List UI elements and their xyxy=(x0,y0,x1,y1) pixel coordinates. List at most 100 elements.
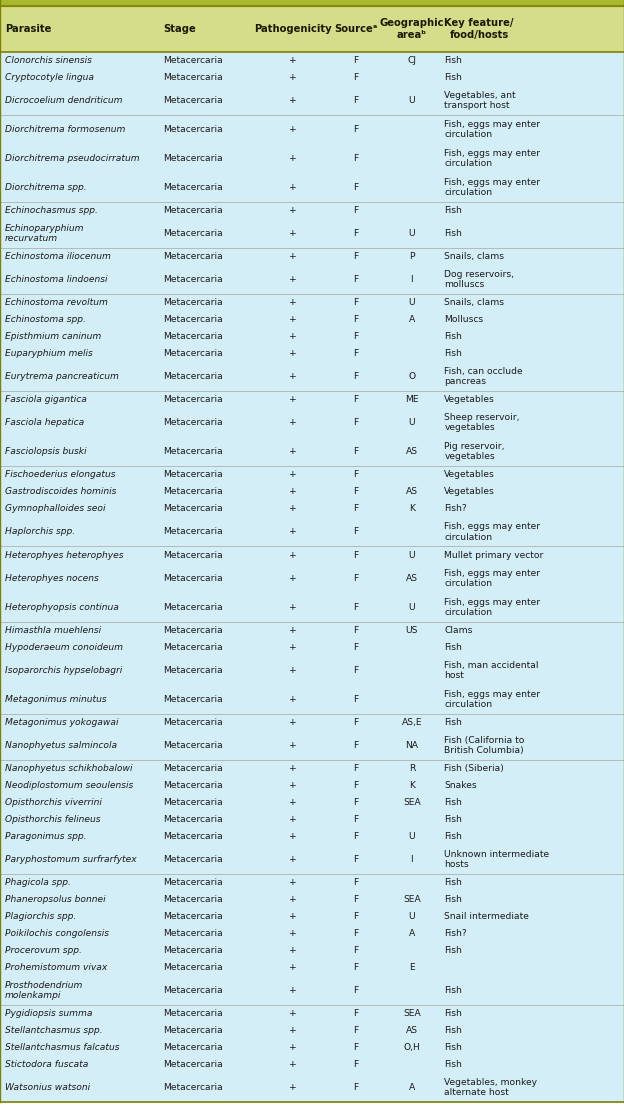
Text: I: I xyxy=(411,855,413,864)
Text: Metacercaria: Metacercaria xyxy=(163,763,223,772)
Text: Metacercaria: Metacercaria xyxy=(163,855,223,864)
Text: F: F xyxy=(353,878,358,888)
Text: Vegetables: Vegetables xyxy=(444,471,495,480)
Text: Metacercaria: Metacercaria xyxy=(163,930,223,938)
Bar xyxy=(0,517,624,546)
Text: Mullet primary vector: Mullet primary vector xyxy=(444,551,544,560)
Text: F: F xyxy=(353,912,358,921)
Text: AS: AS xyxy=(406,488,418,496)
Text: +: + xyxy=(290,963,297,972)
Text: Fish: Fish xyxy=(444,332,462,341)
Text: U: U xyxy=(409,419,415,428)
Bar xyxy=(0,294,624,311)
Text: Metacercaria: Metacercaria xyxy=(163,574,223,583)
Text: Dicrocoelium dendriticum: Dicrocoelium dendriticum xyxy=(5,95,122,105)
Bar xyxy=(0,7,624,52)
Text: Metacercaria: Metacercaria xyxy=(163,551,223,560)
Bar xyxy=(0,760,624,777)
Text: Metacercaria: Metacercaria xyxy=(163,154,223,163)
Bar xyxy=(0,408,624,438)
Text: Metacercaria: Metacercaria xyxy=(163,946,223,955)
Text: F: F xyxy=(353,229,358,238)
Text: F: F xyxy=(353,349,358,358)
Text: O: O xyxy=(408,372,416,381)
Text: +: + xyxy=(290,396,297,404)
Text: Stellantchasmus spp.: Stellantchasmus spp. xyxy=(5,1026,102,1035)
Text: Nanophyetus schikhobalowi: Nanophyetus schikhobalowi xyxy=(5,763,132,772)
Text: F: F xyxy=(353,73,358,82)
Text: F: F xyxy=(353,396,358,404)
Bar xyxy=(0,925,624,942)
Text: Metacercaria: Metacercaria xyxy=(163,252,223,261)
Text: F: F xyxy=(353,298,358,307)
Text: +: + xyxy=(290,814,297,824)
Bar xyxy=(0,69,624,85)
Text: +: + xyxy=(290,1009,297,1018)
Text: Snail intermediate: Snail intermediate xyxy=(444,912,529,921)
Text: Fasciolopsis buski: Fasciolopsis buski xyxy=(5,448,87,456)
Text: +: + xyxy=(290,471,297,480)
Text: F: F xyxy=(353,855,358,864)
Text: Pygidiopsis summa: Pygidiopsis summa xyxy=(5,1009,92,1018)
Text: Metacercaria: Metacercaria xyxy=(163,895,223,904)
Text: Metacercaria: Metacercaria xyxy=(163,798,223,807)
Text: AS: AS xyxy=(406,574,418,583)
Text: Stictodora fuscata: Stictodora fuscata xyxy=(5,1060,89,1069)
Text: +: + xyxy=(290,275,297,284)
Bar xyxy=(0,219,624,248)
Text: +: + xyxy=(290,574,297,583)
Text: Clams: Clams xyxy=(444,626,472,635)
Text: F: F xyxy=(353,471,358,480)
Text: U: U xyxy=(409,229,415,238)
Text: Poikilochis congolensis: Poikilochis congolensis xyxy=(5,930,109,938)
Text: Metacercaria: Metacercaria xyxy=(163,878,223,888)
Text: +: + xyxy=(290,626,297,635)
Text: Metacercaria: Metacercaria xyxy=(163,1084,223,1092)
Text: +: + xyxy=(290,315,297,325)
Text: Himasthla muehlensi: Himasthla muehlensi xyxy=(5,626,101,635)
Text: AS: AS xyxy=(406,448,418,456)
Bar xyxy=(0,714,624,731)
Text: Prosthodendrium
molenkampi: Prosthodendrium molenkampi xyxy=(5,982,84,1001)
Bar xyxy=(0,85,624,115)
Bar xyxy=(0,845,624,874)
Text: Haplorchis spp.: Haplorchis spp. xyxy=(5,527,75,536)
Text: +: + xyxy=(290,298,297,307)
Text: Opisthorchis viverrini: Opisthorchis viverrini xyxy=(5,798,102,807)
Text: +: + xyxy=(290,643,297,652)
Text: K: K xyxy=(409,781,415,790)
Text: Fish, eggs may enter
circulation: Fish, eggs may enter circulation xyxy=(444,523,540,542)
Text: U: U xyxy=(409,551,415,560)
Text: +: + xyxy=(290,763,297,772)
Text: F: F xyxy=(353,504,358,513)
Text: +: + xyxy=(290,832,297,841)
Text: Fish?: Fish? xyxy=(444,930,467,938)
Text: Fish: Fish xyxy=(444,986,462,995)
Text: +: + xyxy=(290,878,297,888)
Text: Fish (California to
British Columbia): Fish (California to British Columbia) xyxy=(444,736,525,755)
Text: F: F xyxy=(353,963,358,972)
Text: F: F xyxy=(353,1060,358,1069)
Text: Heterophyes nocens: Heterophyes nocens xyxy=(5,574,99,583)
Bar xyxy=(0,546,624,564)
Text: Echinostoma spp.: Echinostoma spp. xyxy=(5,315,86,325)
Text: Diorchitrema pseudocirratum: Diorchitrema pseudocirratum xyxy=(5,154,140,163)
Text: +: + xyxy=(290,252,297,261)
Text: Metacercaria: Metacercaria xyxy=(163,183,223,192)
Text: P: P xyxy=(409,252,414,261)
Bar xyxy=(0,483,624,501)
Text: U: U xyxy=(409,832,415,841)
Text: I: I xyxy=(411,275,413,284)
Text: NA: NA xyxy=(406,741,418,750)
Bar xyxy=(0,248,624,265)
Text: Metacercaria: Metacercaria xyxy=(163,206,223,215)
Text: F: F xyxy=(353,55,358,64)
Text: Fish: Fish xyxy=(444,1060,462,1069)
Text: Plagiorchis spp.: Plagiorchis spp. xyxy=(5,912,76,921)
Text: +: + xyxy=(290,912,297,921)
Bar xyxy=(0,311,624,328)
Text: E: E xyxy=(409,963,415,972)
Text: Echinoparyphium
recurvatum: Echinoparyphium recurvatum xyxy=(5,224,84,243)
Text: +: + xyxy=(290,527,297,536)
Text: Metacercaria: Metacercaria xyxy=(163,527,223,536)
